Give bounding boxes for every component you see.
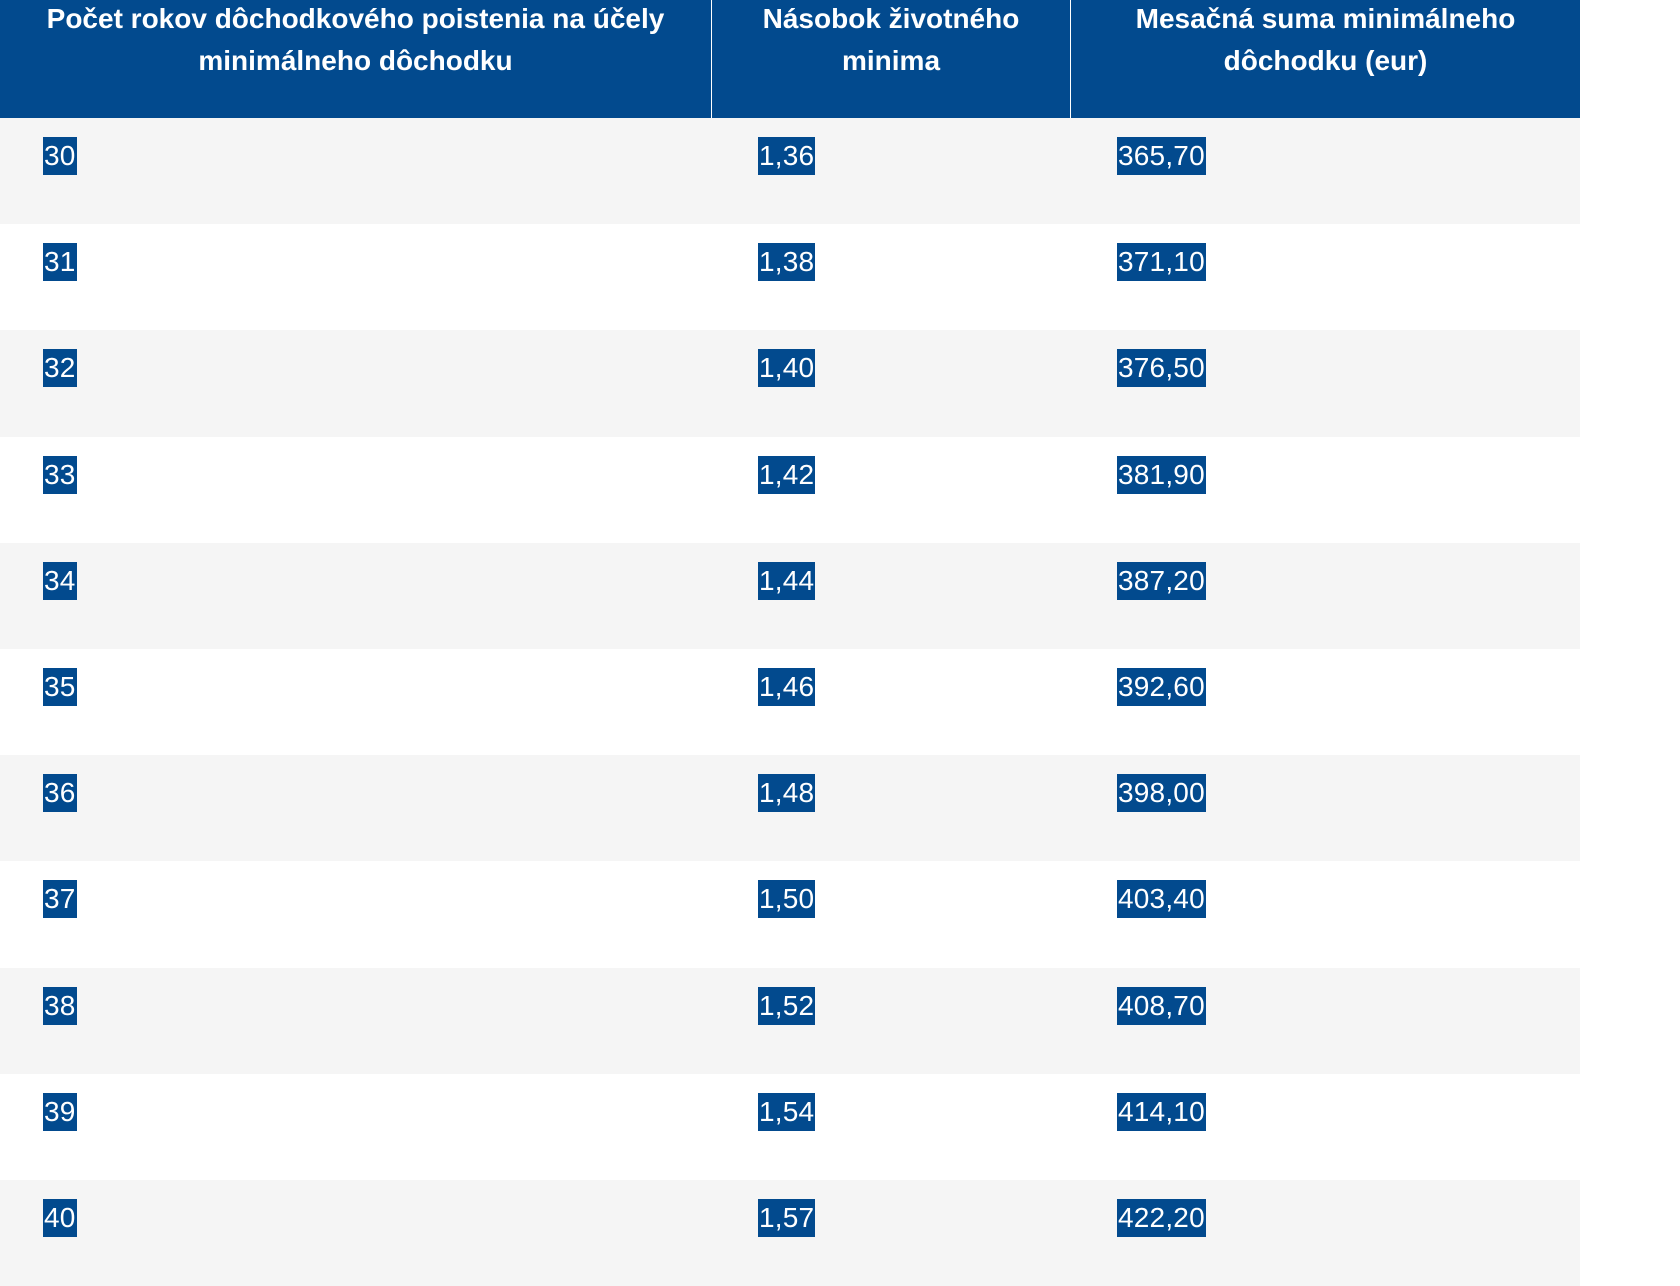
header-years-of-insurance: Počet rokov dôchodkového poistenia na úč… <box>0 0 712 118</box>
minimum-pension-table: Počet rokov dôchodkového poistenia na úč… <box>0 0 1580 1286</box>
cell-multiple: 1,36 <box>712 118 1071 224</box>
highlighted-value: 1,50 <box>758 880 816 919</box>
header-monthly-amount: Mesačná suma minimálneho dôchodku (eur) <box>1135 3 1516 76</box>
cell-amount: 376,50 <box>1071 330 1580 436</box>
highlighted-value: 39 <box>43 1092 77 1131</box>
cell-years: 37 <box>0 861 712 967</box>
highlighted-value: 31 <box>43 243 77 282</box>
cell-multiple: 1,46 <box>712 649 1071 755</box>
highlighted-value: 1,48 <box>758 774 816 813</box>
highlighted-value: 398,00 <box>1117 774 1206 813</box>
table-row: 37 1,50 403,40 <box>0 861 1580 968</box>
highlighted-value: 34 <box>43 561 77 600</box>
highlighted-value: 40 <box>43 1198 77 1237</box>
highlighted-value: 408,70 <box>1117 986 1206 1025</box>
cell-years: 36 <box>0 755 712 861</box>
table-row: 33 1,42 381,90 <box>0 436 1580 543</box>
highlighted-value: 37 <box>43 880 77 919</box>
highlighted-value: 1,46 <box>758 667 816 706</box>
cell-amount: 398,00 <box>1071 755 1580 861</box>
highlighted-value: 33 <box>43 455 77 494</box>
table-row: 30 1,36 365,70 <box>0 118 1580 225</box>
highlighted-value: 422,20 <box>1117 1198 1206 1237</box>
highlighted-value: 1,52 <box>758 986 816 1025</box>
cell-multiple: 1,42 <box>712 437 1071 543</box>
highlighted-value: 36 <box>43 774 77 813</box>
cell-years: 35 <box>0 649 712 755</box>
highlighted-value: 1,42 <box>758 455 816 494</box>
cell-multiple: 1,44 <box>712 543 1071 649</box>
highlighted-value: 30 <box>43 137 77 175</box>
cell-multiple: 1,38 <box>712 224 1071 330</box>
highlighted-value: 1,57 <box>758 1198 816 1237</box>
highlighted-value: 365,70 <box>1117 137 1206 175</box>
cell-multiple: 1,57 <box>712 1180 1071 1286</box>
cell-amount: 365,70 <box>1071 118 1580 224</box>
cell-amount: 422,20 <box>1071 1180 1580 1286</box>
highlighted-value: 392,60 <box>1117 667 1206 706</box>
cell-multiple: 1,52 <box>712 968 1071 1074</box>
cell-multiple: 1,40 <box>712 330 1071 436</box>
cell-years: 39 <box>0 1074 712 1180</box>
table-row: 31 1,38 371,10 <box>0 224 1580 331</box>
cell-years: 31 <box>0 224 712 330</box>
cell-amount: 371,10 <box>1071 224 1580 330</box>
table-row: 35 1,46 392,60 <box>0 648 1580 756</box>
cell-amount: 403,40 <box>1071 861 1580 967</box>
highlighted-value: 35 <box>43 667 77 706</box>
highlighted-value: 403,40 <box>1117 880 1206 919</box>
cell-multiple: 1,54 <box>712 1074 1071 1180</box>
table-header: Počet rokov dôchodkového poistenia na úč… <box>0 0 1580 118</box>
table-row: 40 1,57 422,20 <box>0 1179 1580 1286</box>
table-row: 32 1,40 376,50 <box>0 330 1580 437</box>
highlighted-value: 38 <box>43 986 77 1025</box>
highlighted-value: 381,90 <box>1117 455 1206 494</box>
cell-amount: 414,10 <box>1071 1074 1580 1180</box>
cell-amount: 408,70 <box>1071 968 1580 1074</box>
cell-years: 34 <box>0 543 712 649</box>
highlighted-value: 32 <box>43 349 77 388</box>
cell-years: 30 <box>0 118 712 224</box>
highlighted-value: 414,10 <box>1117 1092 1206 1131</box>
highlighted-value: 1,54 <box>758 1092 816 1131</box>
highlighted-value: 1,40 <box>758 349 816 388</box>
table-row: 34 1,44 387,20 <box>0 542 1580 649</box>
table-row: 36 1,48 398,00 <box>0 755 1580 862</box>
highlighted-value: 376,50 <box>1117 349 1206 388</box>
header-subsistence-multiple: Násobok životného minima <box>712 0 1071 118</box>
cell-multiple: 1,50 <box>712 861 1071 967</box>
table-body: 30 1,36 365,70 31 1,38 371,10 32 1,40 376,50 33 1,… <box>0 118 1580 1286</box>
table-row: 38 1,52 408,70 <box>0 967 1580 1074</box>
highlighted-value: 1,38 <box>758 243 816 282</box>
highlighted-value: 371,10 <box>1117 243 1206 282</box>
cell-multiple: 1,48 <box>712 755 1071 861</box>
highlighted-value: 1,36 <box>758 137 816 175</box>
cell-amount: 381,90 <box>1071 437 1580 543</box>
cell-years: 32 <box>0 330 712 436</box>
highlighted-value: 387,20 <box>1117 561 1206 600</box>
cell-years: 38 <box>0 968 712 1074</box>
table-row: 39 1,54 414,10 <box>0 1073 1580 1180</box>
cell-amount: 387,20 <box>1071 543 1580 649</box>
highlighted-value: 1,44 <box>758 561 816 600</box>
cell-amount: 392,60 <box>1071 649 1580 755</box>
cell-years: 33 <box>0 437 712 543</box>
cell-years: 40 <box>0 1180 712 1286</box>
